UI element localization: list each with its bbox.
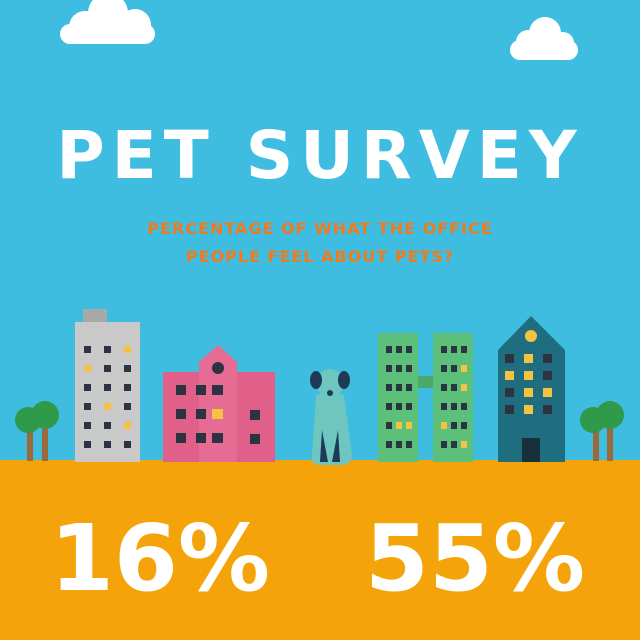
window: [441, 441, 447, 448]
window: [543, 371, 552, 380]
window: [543, 405, 552, 414]
window: [104, 365, 111, 372]
window: [524, 388, 533, 397]
window: [196, 433, 206, 443]
window: [406, 365, 412, 372]
ground: [0, 460, 640, 640]
window: [124, 346, 131, 353]
windows: [84, 346, 552, 448]
window: [441, 422, 447, 429]
window: [212, 409, 223, 419]
window: [386, 365, 392, 372]
window: [176, 385, 186, 395]
window: [451, 365, 457, 372]
cloud: [60, 0, 155, 44]
window: [461, 403, 467, 410]
window: [396, 441, 402, 448]
window: [124, 441, 131, 448]
window: [212, 385, 223, 395]
window: [386, 346, 392, 353]
window: [196, 385, 206, 395]
window: [104, 384, 111, 391]
window: [386, 422, 392, 429]
window: [196, 409, 206, 419]
tree: [15, 401, 59, 461]
subtitle-line: PEOPLE FEEL ABOUT PETS?: [186, 247, 454, 266]
window: [505, 405, 514, 414]
window: [386, 403, 392, 410]
green-building: [378, 333, 473, 462]
window: [524, 354, 533, 363]
window: [176, 433, 186, 443]
window: [386, 441, 392, 448]
window: [451, 384, 457, 391]
window: [461, 384, 467, 391]
title: PET SURVEY: [56, 117, 583, 194]
window: [461, 346, 467, 353]
window: [441, 365, 447, 372]
subtitle-line: PERCENTAGE OF WHAT THE OFFICE: [147, 219, 492, 238]
window: [396, 384, 402, 391]
window: [84, 441, 91, 448]
window: [461, 422, 467, 429]
window: [505, 354, 514, 363]
window: [441, 346, 447, 353]
window: [124, 384, 131, 391]
window: [396, 346, 402, 353]
window: [124, 422, 131, 429]
window: [524, 405, 533, 414]
window: [441, 403, 447, 410]
window: [451, 403, 457, 410]
window: [84, 384, 91, 391]
window: [396, 365, 402, 372]
window: [451, 422, 457, 429]
window: [104, 346, 111, 353]
window: [104, 422, 111, 429]
cloud: [510, 17, 578, 60]
window: [505, 371, 514, 380]
window: [451, 441, 457, 448]
window: [543, 388, 552, 397]
window: [524, 371, 533, 380]
window: [250, 434, 260, 444]
window: [84, 346, 91, 353]
stat: 16%: [50, 505, 270, 612]
window: [386, 384, 392, 391]
window: [124, 403, 131, 410]
window: [451, 346, 457, 353]
window: [250, 410, 260, 420]
window: [406, 384, 412, 391]
window: [124, 365, 131, 372]
window: [104, 441, 111, 448]
window: [176, 409, 186, 419]
window: [543, 354, 552, 363]
window: [406, 441, 412, 448]
tree: [580, 401, 624, 461]
window: [461, 365, 467, 372]
window: [104, 403, 111, 410]
window: [441, 384, 447, 391]
stat: 55%: [365, 505, 585, 612]
window: [406, 346, 412, 353]
window: [396, 422, 402, 429]
gray-building: [75, 309, 140, 462]
window: [396, 403, 402, 410]
window: [212, 433, 223, 443]
window: [84, 422, 91, 429]
window: [84, 365, 91, 372]
window: [406, 422, 412, 429]
window: [505, 388, 514, 397]
window: [461, 441, 467, 448]
window: [84, 403, 91, 410]
window: [406, 403, 412, 410]
dog: [310, 369, 352, 465]
